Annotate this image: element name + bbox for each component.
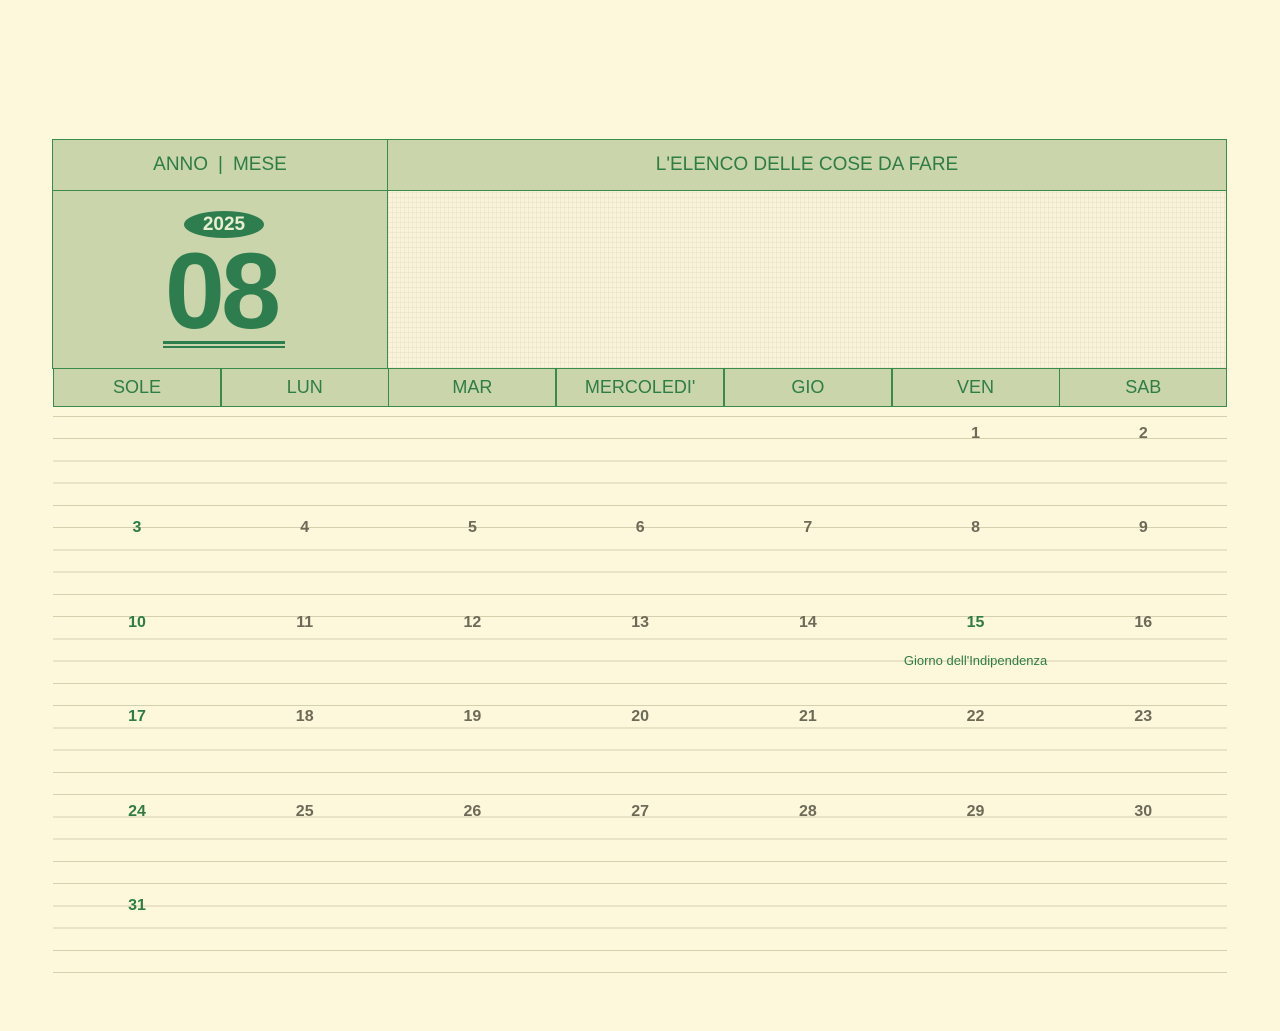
day-cell[interactable]: 22 <box>966 708 985 726</box>
weekday-header: GIO <box>723 368 892 407</box>
day-cell[interactable]: 31 <box>128 897 146 914</box>
weekday-header: MERCOLEDI' <box>556 368 725 407</box>
weekday-header: MAR <box>388 368 557 407</box>
day-cell[interactable]: 7 <box>803 519 813 537</box>
day-cell[interactable]: 3 <box>132 519 142 537</box>
day-cell[interactable]: 10 <box>128 613 146 631</box>
day-cell[interactable]: 4 <box>300 519 310 537</box>
day-cell[interactable]: 1 <box>971 425 981 442</box>
day-cell[interactable]: 23 <box>1134 708 1153 726</box>
year-month-header: ANNO | MESE <box>52 139 388 191</box>
weekday-header: SAB <box>1059 368 1228 407</box>
ruled-lines <box>53 416 1227 976</box>
underline <box>163 346 285 348</box>
month-label: MESE <box>232 154 287 175</box>
day-cell[interactable]: 21 <box>798 708 817 726</box>
day-cell[interactable]: 13 <box>631 613 650 631</box>
day-cell[interactable]: 27 <box>631 802 650 820</box>
year-badge: 2025 <box>184 211 264 238</box>
month-number: 08 <box>164 230 281 351</box>
day-cell[interactable]: 8 <box>971 519 981 537</box>
day-cell[interactable]: 25 <box>295 802 314 820</box>
day-cell[interactable]: 14 <box>798 613 817 631</box>
day-cell[interactable]: 19 <box>463 708 482 726</box>
day-cell[interactable]: 6 <box>635 519 645 537</box>
day-cell[interactable]: 18 <box>295 708 314 726</box>
day-cell[interactable]: 24 <box>128 802 146 820</box>
todo-area[interactable] <box>387 190 1227 369</box>
holiday-label: Giorno dell'Indipendenza <box>903 652 1048 668</box>
day-cell[interactable]: 28 <box>798 802 817 820</box>
year-label: ANNO <box>153 154 209 175</box>
todo-title: L'ELENCO DELLE COSE DA FARE <box>387 139 1227 191</box>
day-cell[interactable]: 30 <box>1134 802 1153 820</box>
day-cell[interactable]: 17 <box>128 708 146 726</box>
day-cell[interactable]: 15 <box>966 613 985 631</box>
day-cell[interactable]: 16 <box>1134 613 1153 631</box>
weekday-header: LUN <box>220 368 389 407</box>
day-cell[interactable]: 11 <box>296 613 314 631</box>
day-cell[interactable]: 9 <box>1138 519 1148 537</box>
day-cell[interactable]: 2 <box>1138 425 1148 442</box>
date-panel: 2025 08 <box>52 190 388 369</box>
underline <box>163 341 285 344</box>
day-cell[interactable]: 29 <box>966 802 985 820</box>
weekday-header: SOLE <box>53 368 221 407</box>
day-cell[interactable]: 20 <box>631 708 650 726</box>
day-cell[interactable]: 12 <box>463 613 482 631</box>
day-cell[interactable]: 26 <box>463 802 482 820</box>
separator: | <box>218 154 223 175</box>
day-cell[interactable]: 5 <box>467 519 477 537</box>
weekday-header: VEN <box>891 368 1060 407</box>
